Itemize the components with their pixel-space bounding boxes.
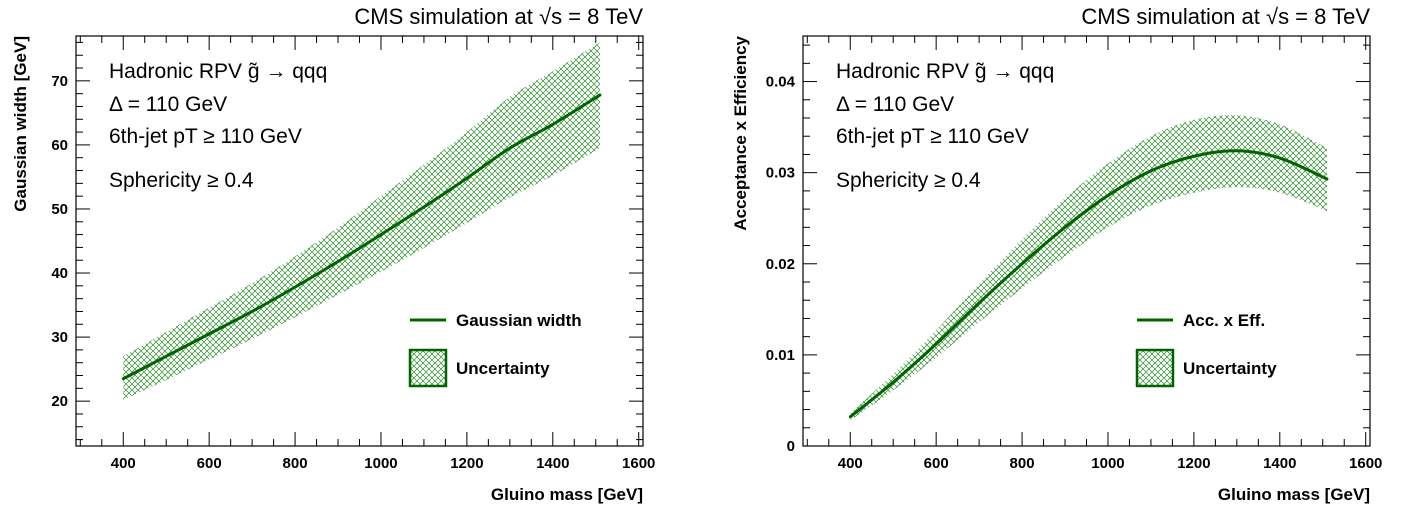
legend-entry: Acc. x Eff. [1183, 311, 1265, 330]
x-tick-label: 1600 [1349, 455, 1382, 472]
x-tick-label: 1600 [622, 455, 655, 472]
data-point [977, 301, 981, 305]
series-line [849, 149, 1328, 419]
y-tick-label: 60 [51, 137, 68, 154]
y-tick-label: 20 [51, 393, 68, 410]
x-tick-label: 400 [838, 455, 863, 472]
data-point [551, 123, 555, 126]
data-point [598, 93, 602, 97]
x-tick-label: 1200 [1177, 455, 1210, 472]
series-line [122, 93, 601, 381]
y-tick-label: 0.02 [766, 256, 795, 273]
data-point [1149, 169, 1153, 173]
y-tick-label: 0 [787, 438, 795, 455]
legend-entry: Uncertainty [456, 359, 550, 378]
x-tick-label: 600 [924, 455, 949, 472]
annotation-line: Sphericity ≥ 0.4 [836, 169, 981, 192]
legend-hatch-icon [408, 348, 448, 388]
y-axis-label: Acceptance x Efficiency [731, 35, 750, 230]
data-point [379, 233, 383, 236]
x-tick-label: 800 [1010, 455, 1035, 472]
data-point [336, 260, 340, 263]
y-tick-label: 0.01 [766, 347, 795, 364]
x-tick-label: 1200 [450, 455, 483, 472]
x-tick-label: 1400 [1263, 455, 1296, 472]
annotation-line: Hadronic RPV g̃ → qqq [836, 60, 1054, 83]
y-tick-label: 70 [51, 73, 68, 90]
data-point [934, 342, 938, 346]
data-point [1235, 149, 1239, 153]
annotation-line: 6th-jet pT ≥ 110 GeV [109, 125, 302, 148]
y-tick-label: 30 [51, 329, 68, 346]
annotation-line: Δ = 110 GeV [109, 93, 227, 116]
annotation-line: Sphericity ≥ 0.4 [109, 169, 254, 192]
x-tick-label: 1000 [364, 455, 397, 472]
data-point [1020, 262, 1024, 266]
data-point [422, 205, 426, 209]
data-point [293, 285, 297, 289]
data-point [1325, 177, 1329, 181]
data-point [465, 176, 469, 180]
data-point [250, 310, 254, 313]
x-axis-label: Gluino mass [GeV] [491, 485, 643, 504]
data-point [508, 146, 512, 150]
y-tick-label: 0.04 [766, 74, 796, 91]
y-tick-label: 40 [51, 265, 68, 282]
chart-title: CMS simulation at √s = 8 TeV [1081, 4, 1370, 29]
data-point [1192, 154, 1196, 158]
uncertainty-band [850, 115, 1328, 421]
data-point [1106, 194, 1110, 197]
y-tick-label: 0.03 [766, 165, 795, 182]
legend-entry: Gaussian width [456, 311, 582, 330]
x-tick-label: 600 [197, 455, 222, 472]
y-tick-label: 50 [51, 201, 68, 218]
x-tick-label: 800 [283, 455, 308, 472]
data-point [164, 354, 168, 358]
legend-entry: Uncertainty [1183, 359, 1277, 378]
annotation-line: Hadronic RPV g̃ → qqq [109, 60, 327, 83]
annotation-line: 6th-jet pT ≥ 110 GeV [836, 125, 1029, 148]
x-axis-label: Gluino mass [GeV] [1218, 485, 1370, 504]
uncertainty-band [123, 42, 601, 400]
x-tick-label: 400 [111, 455, 136, 472]
chart-panel-1: 400 600 800 1000 1200 1400 1600 20 30 40 50 60 70 CMS… [11, 4, 655, 504]
data-point [1063, 225, 1067, 229]
x-tick-label: 1400 [536, 455, 569, 472]
chart-title: CMS simulation at √s = 8 TeV [354, 4, 643, 29]
data-point [207, 332, 211, 336]
x-tick-label: 1000 [1091, 455, 1124, 472]
data-point [891, 380, 895, 384]
data-point [1278, 156, 1282, 160]
data-point [121, 377, 125, 381]
legend-hatch-icon [1135, 348, 1175, 388]
annotation-line: Δ = 110 GeV [836, 93, 954, 116]
data-point [848, 415, 852, 419]
chart-panel-2: 400 600 800 1000 1200 1400 1600 0 0.01 0.02 0.03 0.… [731, 4, 1382, 504]
y-axis-label: Gaussian width [GeV] [11, 36, 30, 212]
